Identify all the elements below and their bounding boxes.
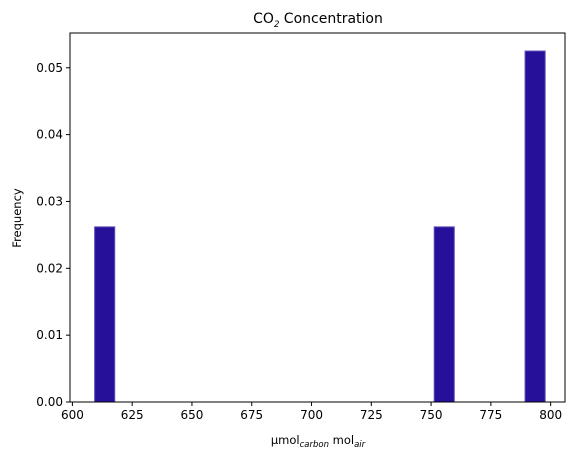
x-tick-label: 625 xyxy=(121,408,144,422)
chart-title: CO2 Concentration xyxy=(253,11,383,30)
xlabel-subscript-1: carbon xyxy=(300,440,329,450)
plot-area xyxy=(94,50,546,403)
x-tick-label: 750 xyxy=(420,408,443,422)
y-tick-label: 0.04 xyxy=(36,128,63,142)
x-tick-label: 775 xyxy=(479,408,502,422)
title-main: CO xyxy=(253,11,274,27)
histogram-bar-1 xyxy=(94,226,116,403)
x-axis-label: µmolcarbon molair xyxy=(271,433,366,450)
title-rest: Concentration xyxy=(279,11,383,27)
y-tick-label: 0.02 xyxy=(36,261,63,275)
y-axis-label: Frequency xyxy=(10,188,24,248)
y-tick-label: 0.03 xyxy=(36,194,63,208)
axes: 600 625 650 675 700 725 750 775 800 0.00 0.01 0.02 0… xyxy=(36,32,566,422)
x-tick-label: 800 xyxy=(539,408,562,422)
axes-frame xyxy=(69,32,566,403)
histogram-bar-2 xyxy=(433,226,455,403)
x-tick-label: 675 xyxy=(240,408,263,422)
histogram-bar-3 xyxy=(524,50,546,403)
x-tick-label: 725 xyxy=(360,408,383,422)
x-tick-label: 600 xyxy=(61,408,84,422)
x-tick-label: 700 xyxy=(300,408,323,422)
y-tick-label: 0.00 xyxy=(36,395,63,409)
y-tick-label: 0.05 xyxy=(36,61,63,75)
x-tick-label: 650 xyxy=(181,408,204,422)
title-subscript: 2 xyxy=(274,20,279,30)
y-tick-label: 0.01 xyxy=(36,328,63,342)
xlabel-unit-2: mol xyxy=(329,433,354,447)
xlabel-subscript-2: air xyxy=(354,440,366,450)
xlabel-unit-1: µmol xyxy=(271,433,300,447)
